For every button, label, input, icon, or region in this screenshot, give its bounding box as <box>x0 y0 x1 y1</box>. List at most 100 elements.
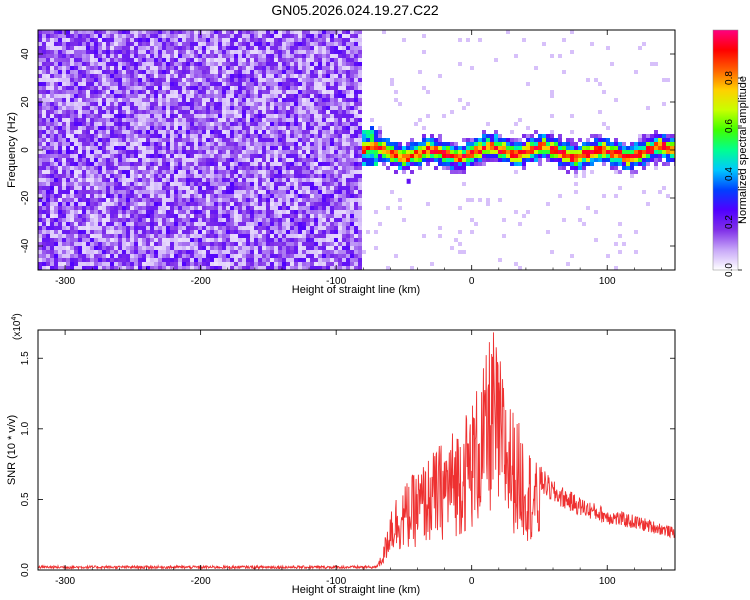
spectrogram-cell <box>350 230 354 234</box>
spectrogram-cell <box>350 78 354 82</box>
spectrogram-cell <box>126 118 130 122</box>
spectrogram-cell <box>354 198 358 202</box>
spectrogram-cell <box>154 186 158 190</box>
spectrogram-cell <box>250 30 254 34</box>
spectrogram-cell <box>210 210 214 214</box>
spectrogram-cell <box>170 142 174 146</box>
spectrogram-cell <box>290 94 294 98</box>
spectrogram-cell <box>194 246 198 250</box>
spectrogram-cell <box>282 170 286 174</box>
spectrogram-cell <box>354 66 358 70</box>
spectrogram-cell <box>54 214 58 218</box>
spectrogram-cell <box>190 122 194 126</box>
spectrogram-cell <box>274 42 278 46</box>
spectrogram-cell <box>166 54 170 58</box>
spectrogram-cell <box>314 170 318 174</box>
spectrogram-cell <box>118 66 122 70</box>
spectrogram-cell <box>298 198 302 202</box>
spectrogram-cell <box>350 154 354 158</box>
spectrogram-cell <box>62 234 66 238</box>
spectrogram-cell <box>222 130 226 134</box>
spectrogram-cell <box>278 50 282 54</box>
spectrogram-cell <box>254 78 258 82</box>
spectrogram-cell <box>266 74 270 78</box>
spectrogram-cell <box>54 74 58 78</box>
spectrogram-cell <box>402 218 406 222</box>
spectrogram-cell <box>170 102 174 106</box>
spectrogram-cell <box>234 46 238 50</box>
spectrogram-cell <box>318 190 322 194</box>
spectrogram-cell <box>362 142 366 146</box>
spectrogram-cell <box>110 58 114 62</box>
spectrogram-cell <box>278 82 282 86</box>
spectrogram-cell <box>86 74 90 78</box>
spectrogram-cell <box>286 242 290 246</box>
spectrogram-cell <box>194 214 198 218</box>
spectrogram-cell <box>370 162 374 166</box>
spectrogram-cell <box>90 254 94 258</box>
spectrogram-cell <box>186 234 190 238</box>
spectrogram-cell <box>338 90 342 94</box>
spectrogram-cell <box>350 70 354 74</box>
spectrogram-cell <box>134 34 138 38</box>
spectrogram-cell <box>50 206 54 210</box>
spectrogram-cell <box>318 238 322 242</box>
spectrogram-cell <box>158 262 162 266</box>
spectrogram-cell <box>170 242 174 246</box>
spectrogram-cell <box>110 78 114 82</box>
spectrogram-cell <box>318 202 322 206</box>
spectrogram-cell <box>74 138 78 142</box>
spectrogram-cell <box>146 202 150 206</box>
spectrogram-cell <box>386 146 390 150</box>
spectrogram-cell <box>110 146 114 150</box>
spectrogram-cell <box>218 38 222 42</box>
spectrogram-cell <box>250 146 254 150</box>
spectrogram-cell <box>74 218 78 222</box>
spectrogram-cell <box>186 122 190 126</box>
spectrogram-cell <box>110 190 114 194</box>
spectrogram-cell <box>254 154 258 158</box>
spectrogram-cell <box>366 134 370 138</box>
spectrogram-cell <box>154 190 158 194</box>
spectrogram-cell <box>254 198 258 202</box>
spectrogram-cell <box>298 38 302 42</box>
spectrogram-cell <box>250 82 254 86</box>
spectrogram-cell <box>102 50 106 54</box>
spectrogram-cell <box>294 250 298 254</box>
spectrogram-cell <box>270 70 274 74</box>
spectrogram-cell <box>130 238 134 242</box>
spectrogram-cell <box>322 50 326 54</box>
spectrogram-cell <box>46 114 50 118</box>
spectrogram-cell <box>294 34 298 38</box>
spectrogram-cell <box>146 134 150 138</box>
spectrogram-cell <box>378 154 382 158</box>
spectrogram-cell <box>274 126 278 130</box>
spectrogram-cell <box>106 130 110 134</box>
spectrogram-cell <box>222 162 226 166</box>
spectrogram-cell <box>166 30 170 34</box>
spectrogram-cell <box>198 134 202 138</box>
spectrogram-cell <box>254 126 258 130</box>
spectrogram-cell <box>126 74 130 78</box>
spectrogram-cell <box>118 38 122 42</box>
spectrogram-cell <box>274 210 278 214</box>
spectrogram-cell <box>214 70 218 74</box>
spectrogram-cell <box>254 226 258 230</box>
spectrogram-cell <box>90 238 94 242</box>
spectrogram-cell <box>278 206 282 210</box>
spectrogram-cell <box>206 170 210 174</box>
spectrogram-cell <box>262 62 266 66</box>
spectrogram-cell <box>54 142 58 146</box>
spectrogram-cell <box>74 266 78 270</box>
spectrogram-cell <box>118 250 122 254</box>
spectrogram-cell <box>90 134 94 138</box>
spectrogram-cell <box>242 86 246 90</box>
spectrogram-cell <box>142 194 146 198</box>
spectrogram-cell <box>262 130 266 134</box>
spectrogram-cell <box>258 74 262 78</box>
spectrogram-cell <box>186 90 190 94</box>
spectrogram-cell <box>114 34 118 38</box>
spectrogram-cell <box>278 234 282 238</box>
spectrogram-cell <box>218 182 222 186</box>
spectrogram-cell <box>394 98 398 102</box>
